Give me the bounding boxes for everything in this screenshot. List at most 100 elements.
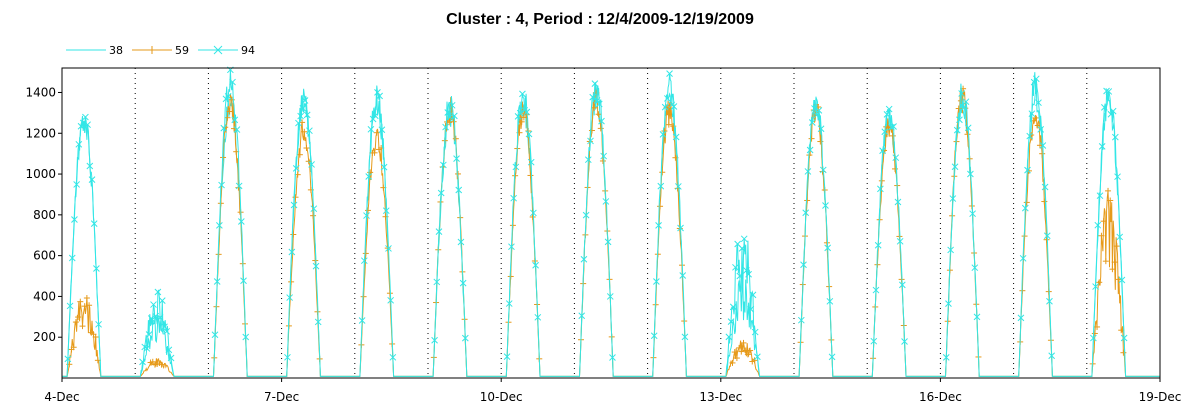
marker-x: [1098, 143, 1106, 150]
marker-x: [888, 123, 895, 131]
marker-x: [82, 113, 89, 121]
marker-x: [1111, 133, 1119, 141]
marker-x: [503, 353, 511, 360]
marker-x: [967, 170, 974, 178]
marker-x: [593, 97, 601, 104]
marker-x: [826, 297, 834, 305]
marker-x: [165, 346, 173, 354]
marker-x: [754, 353, 761, 361]
marker-x: [953, 126, 961, 134]
marker-x: [360, 257, 368, 265]
marker-x: [677, 224, 684, 232]
marker-x: [727, 318, 735, 326]
marker-x: [650, 332, 658, 340]
x-tick-label: 7-Dec: [264, 390, 299, 404]
marker-x: [139, 358, 146, 366]
marker-x: [1026, 132, 1034, 140]
marker-x: [872, 286, 880, 294]
marker-x: [448, 101, 456, 109]
marker-x: [525, 130, 533, 138]
marker-x: [591, 80, 599, 88]
marker-x: [527, 158, 535, 166]
marker-x: [389, 353, 397, 361]
marker-x: [881, 128, 889, 136]
marker-x: [387, 296, 395, 304]
legend-label-38: 38: [109, 44, 123, 57]
marker-x: [1046, 297, 1053, 305]
marker-x: [312, 262, 320, 270]
marker-x: [378, 126, 386, 134]
marker-x: [808, 119, 816, 126]
marker-x: [437, 189, 445, 197]
marker-x: [960, 104, 968, 111]
legend-swatch-59: [132, 46, 172, 54]
marker-x: [664, 95, 671, 102]
marker-x: [681, 333, 689, 341]
marker-x: [892, 154, 900, 162]
marker-x: [828, 353, 836, 361]
marker-x: [363, 212, 370, 219]
marker-x: [231, 116, 239, 124]
marker-x: [84, 121, 91, 129]
marker-x: [376, 92, 384, 100]
marker-x: [442, 123, 449, 131]
y-tick-label: 800: [33, 208, 56, 222]
marker-x: [220, 124, 228, 132]
marker-x: [958, 90, 965, 97]
marker-x: [1043, 232, 1051, 240]
marker-x: [813, 111, 821, 119]
x-tick-label: 10-Dec: [480, 390, 523, 404]
marker-x: [653, 278, 660, 285]
marker-x: [284, 353, 291, 361]
legend-swatch-38: [66, 49, 106, 51]
marker-x: [1035, 99, 1042, 107]
marker-x: [457, 238, 465, 246]
marker-x: [666, 70, 673, 77]
marker-x: [804, 168, 812, 175]
marker-x: [158, 297, 166, 305]
marker-x: [505, 300, 513, 307]
y-tick-label: 600: [33, 249, 56, 263]
marker-x: [534, 313, 542, 321]
marker-x: [595, 100, 603, 108]
x-tick-label: 16-Dec: [919, 390, 962, 404]
marker-x: [600, 152, 608, 160]
marker-x: [1017, 314, 1025, 322]
marker-x: [661, 103, 669, 111]
marker-x: [1090, 334, 1097, 342]
marker-x: [461, 334, 469, 342]
marker-x: [964, 124, 972, 132]
marker-x: [896, 237, 904, 245]
marker-x: [949, 195, 957, 202]
marker-x: [604, 238, 612, 246]
marker-x: [211, 331, 219, 339]
marker-x: [797, 316, 805, 324]
marker-x: [800, 261, 807, 269]
marker-x: [71, 216, 78, 223]
marker-x: [1096, 192, 1104, 200]
marker-x: [824, 244, 832, 252]
marker-x: [817, 125, 825, 133]
marker-x: [459, 279, 467, 287]
marker-x: [141, 343, 149, 351]
marker-x: [582, 211, 590, 219]
marker-x: [674, 183, 682, 190]
marker-x: [819, 166, 827, 174]
marker-x: [947, 246, 955, 254]
x-tick-label: 19-Dec: [1139, 390, 1182, 404]
marker-x: [1107, 110, 1115, 118]
y-tick-label: 1000: [25, 167, 56, 181]
marker-x: [297, 112, 304, 120]
marker-x: [729, 303, 737, 311]
marker-x: [163, 327, 171, 335]
chart-title: Cluster : 4, Period : 12/4/2009-12/19/20…: [446, 11, 754, 28]
x-tick-label: 4-Dec: [44, 390, 79, 404]
marker-x: [1021, 204, 1029, 212]
marker-x: [734, 240, 741, 248]
marker-x: [609, 354, 616, 361]
marker-x: [945, 300, 952, 307]
marker-x: [962, 98, 970, 106]
marker-x: [1037, 125, 1045, 133]
marker-x: [314, 318, 322, 326]
marker-x: [156, 314, 164, 321]
